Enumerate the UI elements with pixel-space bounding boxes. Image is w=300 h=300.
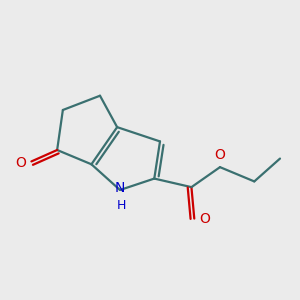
Text: H: H	[117, 199, 126, 212]
Text: O: O	[200, 212, 211, 226]
Text: O: O	[15, 156, 26, 170]
Text: O: O	[214, 148, 225, 162]
Text: N: N	[115, 181, 125, 195]
